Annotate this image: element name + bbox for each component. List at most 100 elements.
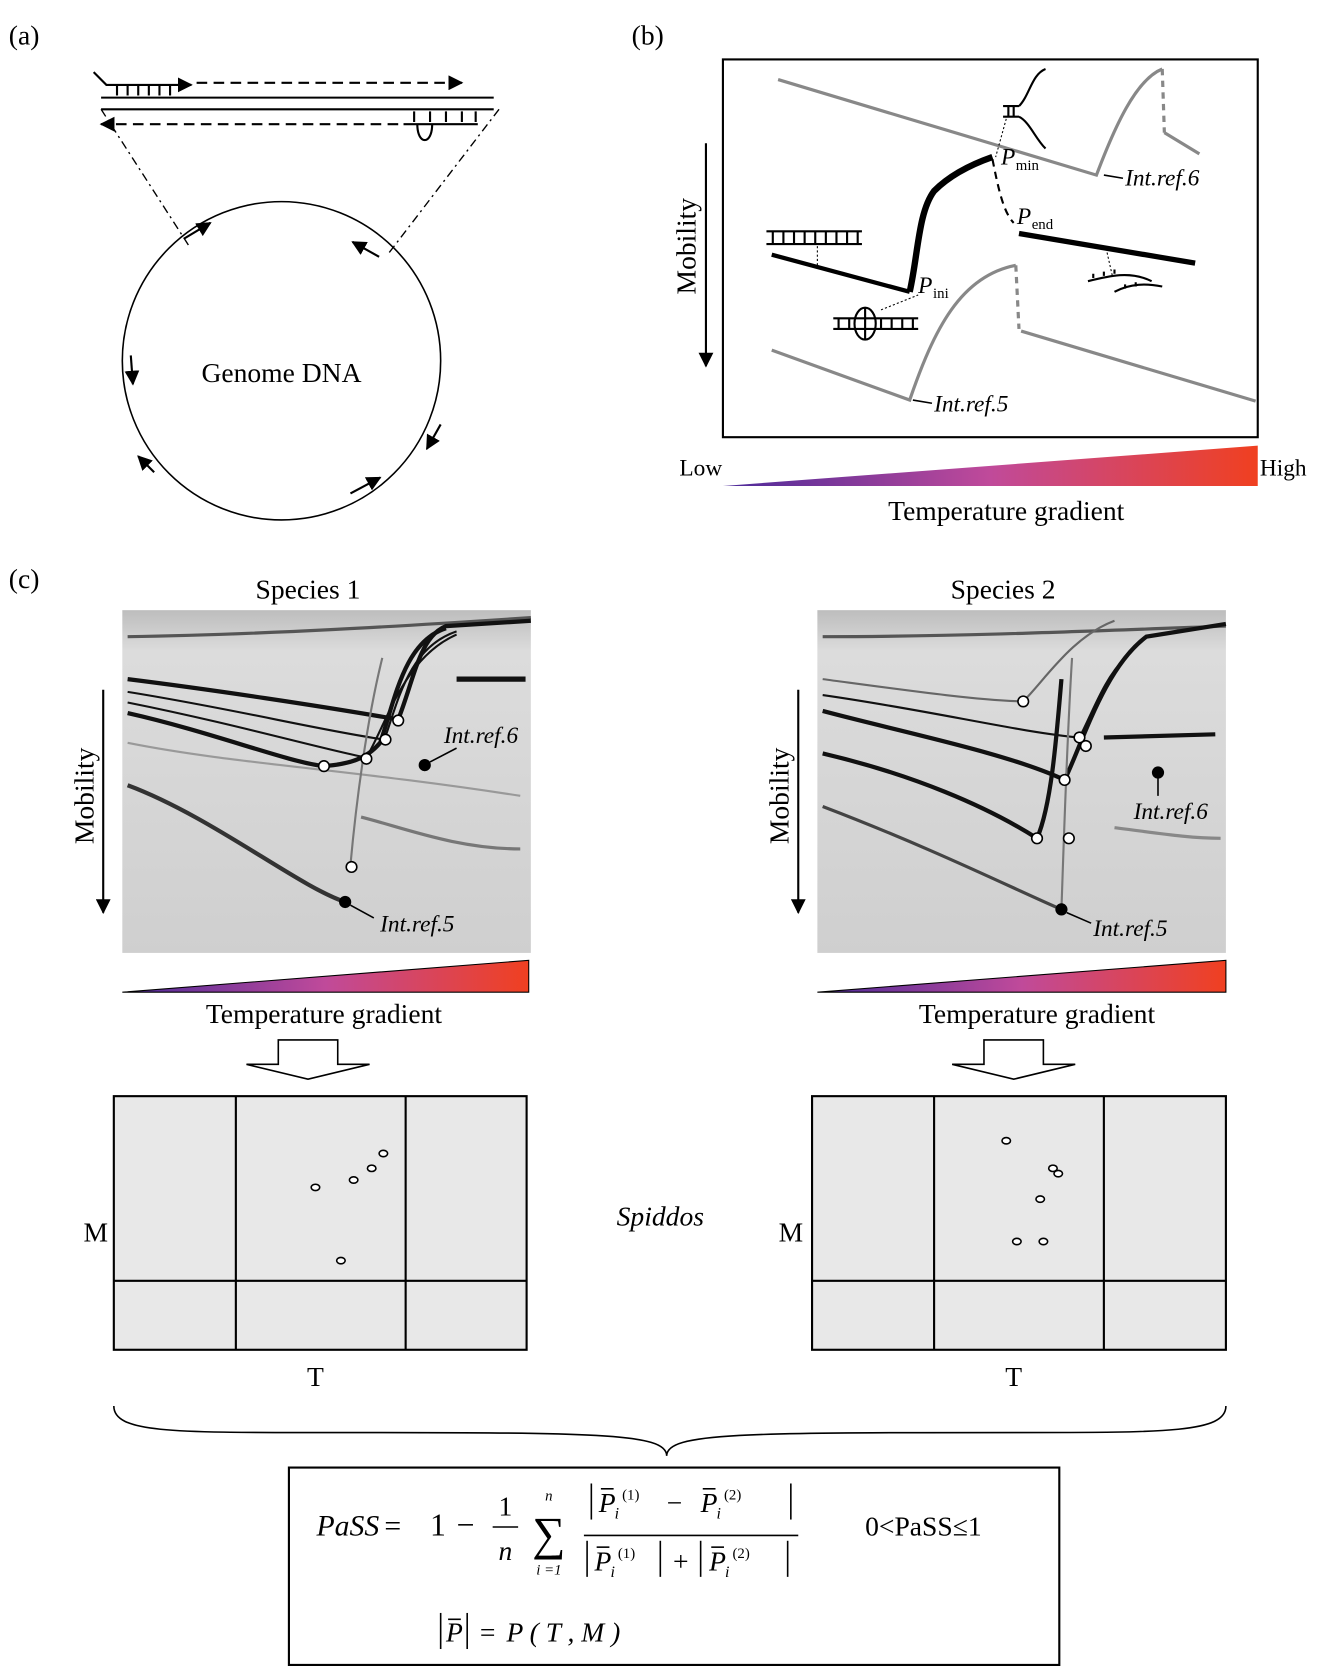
p-symbol: P (1016, 204, 1031, 230)
shape (1104, 175, 1123, 178)
shape (311, 1184, 319, 1190)
formula-text: (2) (724, 1487, 741, 1503)
ref-label: Int.ref.5 (933, 392, 1008, 418)
formula-text: i (610, 1564, 614, 1581)
formula-text: − (457, 1507, 475, 1542)
formula-text: P ( T , M ) (505, 1617, 620, 1648)
shape (772, 255, 910, 292)
shape (114, 1406, 1226, 1456)
group (246, 1040, 1075, 1079)
shape (1018, 696, 1029, 707)
p-subscript: min (1016, 158, 1040, 174)
formula-text: 0<PaSS≤1 (865, 1510, 982, 1541)
formula-text: PaSS (316, 1510, 380, 1542)
map-x-label: T (1005, 1361, 1022, 1392)
axis-label: Mobility (69, 747, 100, 844)
shape (346, 862, 357, 873)
shape (1016, 265, 1019, 329)
shape (1064, 833, 1075, 844)
gradient-low: Low (679, 455, 722, 481)
shape (1056, 904, 1067, 915)
shape (817, 960, 1226, 992)
shape (1164, 133, 1199, 154)
shape (778, 69, 1162, 175)
shape (319, 761, 330, 772)
gradient-label: Temperature gradient (888, 495, 1125, 526)
ref-label: Int.ref.6 (1124, 166, 1200, 192)
shape (812, 1096, 1226, 1350)
method-label: Spiddos (617, 1201, 704, 1232)
formula-text: (2) (732, 1546, 749, 1562)
species-title: Species 1 (256, 573, 361, 604)
shape (1002, 1138, 1010, 1144)
shape (122, 610, 531, 953)
shape (379, 1150, 387, 1156)
formula-text: 1 (498, 1490, 512, 1521)
shape (1088, 270, 1162, 292)
shape (952, 1040, 1075, 1079)
shape (1036, 1196, 1044, 1202)
shape (337, 1257, 345, 1263)
formula-text: i (615, 1506, 619, 1523)
formula-text: P (700, 1487, 718, 1518)
formula-text: = (384, 1510, 401, 1542)
shape (1039, 1238, 1047, 1244)
shape (414, 111, 476, 122)
formula-text: n (545, 1488, 552, 1504)
axis-label: Mobility (764, 747, 795, 844)
formula-text: (1) (622, 1487, 639, 1503)
p-subscript: ini (933, 286, 949, 302)
shape (1107, 253, 1112, 276)
panel-label: (b) (632, 20, 664, 51)
shape (417, 124, 432, 140)
shape (131, 355, 133, 384)
shape (94, 72, 186, 85)
shape (350, 478, 380, 494)
shape (1153, 767, 1164, 778)
group (94, 72, 499, 520)
formula-text: P (708, 1545, 726, 1576)
shape (1081, 741, 1092, 752)
gradient-high: High (1260, 455, 1307, 481)
shape (1059, 775, 1070, 786)
formula-text: P (598, 1487, 616, 1518)
ref-label: Int.ref.6 (443, 723, 519, 749)
shape (117, 85, 170, 96)
shape (122, 960, 528, 992)
shape (380, 734, 391, 745)
formula-text: P (445, 1617, 463, 1648)
shape (913, 400, 932, 403)
formula-text: i (725, 1564, 729, 1581)
group (772, 69, 1256, 401)
formula-text: (1) (618, 1546, 635, 1562)
shape (246, 1040, 369, 1079)
shape (114, 1096, 527, 1350)
ref-label: Int.ref.6 (1133, 799, 1209, 825)
formula-text: i =1 (536, 1563, 561, 1579)
formula-text: + (673, 1545, 689, 1576)
map-y-label: M (779, 1217, 804, 1248)
shape (723, 59, 1258, 437)
shape (766, 231, 862, 244)
shape (388, 109, 499, 254)
shape (910, 157, 993, 292)
ref-label: Int.ref.5 (1092, 916, 1167, 942)
shape (723, 446, 1258, 486)
shape (1021, 331, 1256, 401)
shape (881, 295, 918, 310)
gradient-label: Temperature gradient (206, 998, 443, 1029)
shape (1054, 1170, 1062, 1176)
ref-label: Int.ref.5 (379, 912, 454, 938)
shape (138, 456, 154, 472)
shape (419, 760, 430, 771)
p-subscript: end (1032, 217, 1054, 233)
shape (367, 1165, 375, 1171)
shape (817, 610, 1226, 953)
shape (1162, 69, 1164, 133)
map-y-label: M (84, 1217, 109, 1248)
shape (1013, 1238, 1021, 1244)
formula-text: n (498, 1535, 512, 1566)
shape (349, 1177, 357, 1183)
p-symbol: P (917, 273, 932, 299)
formula-text: ∑ (532, 1508, 565, 1560)
